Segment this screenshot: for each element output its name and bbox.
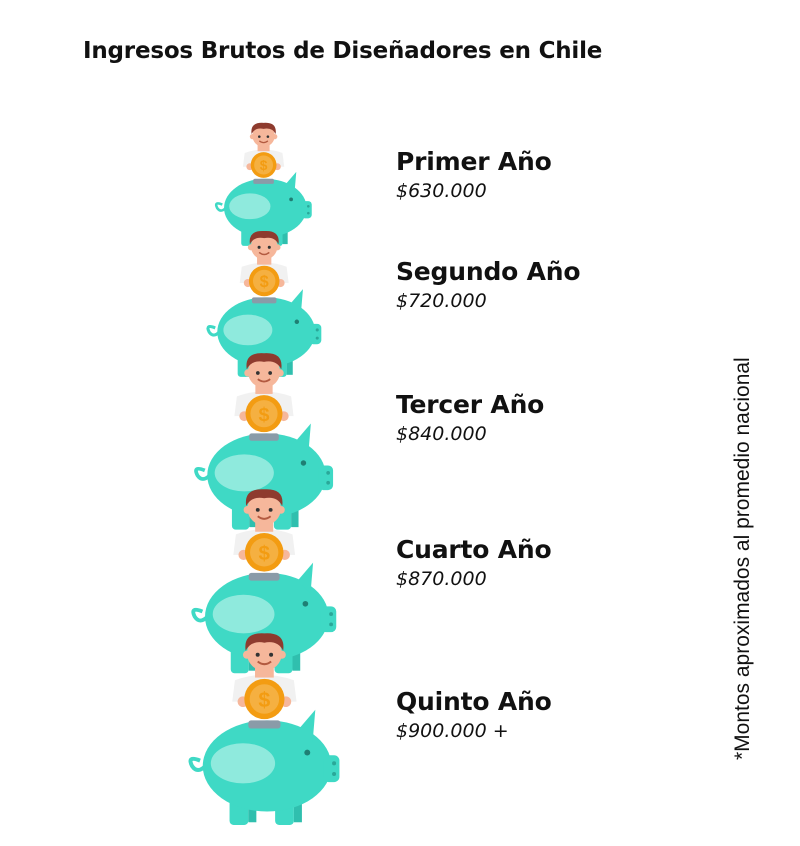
piggy-bank-icon: $ — [206, 230, 322, 377]
svg-text:$: $ — [260, 158, 268, 173]
piggy-bank-icon: $ — [188, 633, 340, 825]
piggy-bank-graphic: $ — [215, 122, 313, 246]
coin-icon: $ — [243, 678, 285, 720]
coin-icon: $ — [244, 533, 284, 572]
piggy-bank-graphic: $ — [188, 633, 340, 825]
income-amount: $840.000 — [396, 423, 487, 445]
year-label: Segundo Año — [396, 257, 581, 286]
svg-text:$: $ — [258, 542, 270, 565]
coin-icon: $ — [251, 152, 277, 178]
income-rows: $ Primer Año $630.000 $ Segundo Año $720.000 $… — [188, 122, 581, 825]
piggy-bank-graphic: $ — [206, 230, 322, 377]
coin-icon: $ — [248, 265, 280, 297]
chart-title: Ingresos Brutos de Diseñadores en Chile — [83, 38, 603, 64]
piggy-bank-icon: $ — [215, 122, 313, 246]
piggy-bank-graphic: $ — [194, 353, 334, 530]
footnote: *Montos aproximados al promedio nacional — [731, 357, 754, 760]
year-label: Tercer Año — [396, 390, 545, 419]
coin-icon: $ — [245, 395, 283, 433]
year-label: Quinto Año — [396, 687, 552, 716]
year-label: Cuarto Año — [396, 535, 552, 564]
income-amount: $630.000 — [396, 180, 487, 202]
piggy-bank-icon: $ — [191, 489, 337, 674]
pig-body — [206, 289, 322, 377]
pig-body — [215, 171, 313, 246]
pig-body — [194, 423, 334, 530]
income-amount: $870.000 — [396, 568, 487, 590]
svg-text:$: $ — [258, 688, 270, 712]
svg-text:$: $ — [259, 273, 268, 291]
pig-body — [188, 709, 340, 825]
year-label: Primer Año — [396, 147, 552, 176]
income-amount: $720.000 — [396, 290, 487, 312]
piggy-bank-graphic: $ — [191, 489, 337, 674]
svg-text:$: $ — [259, 404, 270, 426]
income-amount: $900.000 + — [396, 720, 509, 742]
piggy-bank-icon: $ — [194, 353, 334, 530]
